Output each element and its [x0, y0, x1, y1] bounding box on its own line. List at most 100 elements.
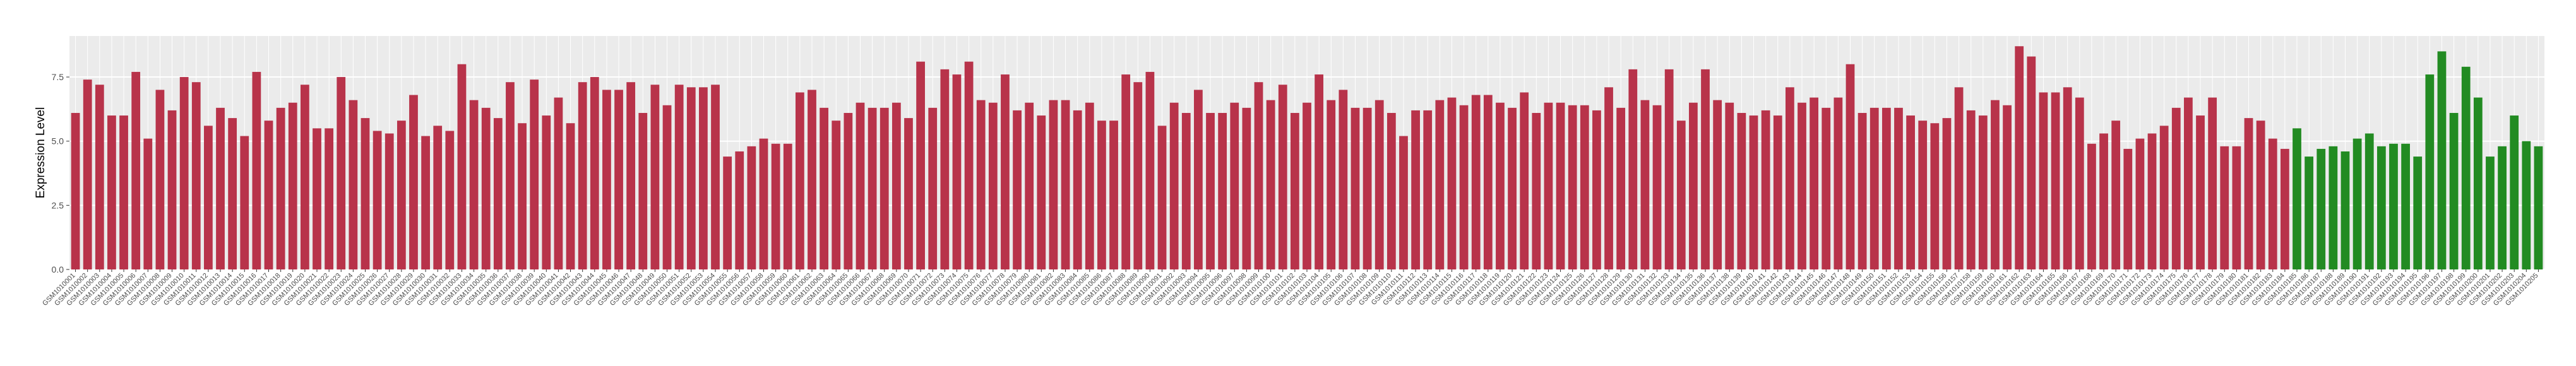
bar: [795, 92, 804, 269]
bar: [964, 61, 974, 270]
bar: [614, 90, 623, 269]
bar: [107, 115, 116, 269]
bar: [143, 138, 153, 269]
bar: [2486, 156, 2495, 269]
bar: [325, 128, 334, 269]
bar: [1749, 115, 1758, 269]
bar: [1181, 112, 1191, 269]
bar: [662, 105, 672, 269]
bar: [2352, 138, 2362, 269]
bar: [252, 71, 261, 269]
bar: [1254, 82, 1263, 269]
bar: [1628, 69, 1638, 269]
bar: [1073, 110, 1082, 269]
bar: [518, 123, 527, 269]
bar: [155, 90, 165, 269]
bar: [1351, 107, 1360, 269]
bar: [1423, 110, 1433, 269]
bar: [1097, 121, 1106, 269]
bar: [686, 87, 696, 270]
bar: [397, 121, 406, 269]
bar: [1471, 95, 1481, 269]
bar: [240, 136, 249, 269]
bar: [638, 112, 648, 269]
bar: [1374, 100, 1384, 269]
bar: [1133, 82, 1143, 269]
bar: [204, 126, 213, 269]
bar: [313, 128, 321, 269]
bar: [1025, 102, 1034, 269]
bar: [1459, 105, 1469, 269]
bar: [2376, 146, 2386, 269]
bar: [1145, 71, 1155, 269]
bar: [457, 64, 467, 269]
bar: [421, 136, 430, 269]
bar: [844, 112, 853, 269]
y-tick-label: 7.5: [52, 72, 64, 82]
bar: [2003, 105, 2012, 269]
bar: [1894, 107, 1903, 269]
bar: [71, 112, 80, 269]
bar: [916, 61, 925, 270]
bar: [1290, 112, 1299, 269]
bar: [2256, 121, 2265, 269]
bar: [771, 143, 780, 269]
bar: [856, 102, 865, 269]
bar: [2196, 115, 2205, 269]
bar: [1640, 100, 1650, 269]
bar: [2111, 121, 2121, 269]
bar: [83, 80, 92, 269]
bar: [2268, 138, 2277, 269]
bar: [469, 100, 479, 269]
bar: [1327, 100, 1336, 269]
bar: [542, 115, 551, 269]
bar: [1339, 90, 1348, 269]
bar: [1568, 105, 1577, 269]
bar: [2449, 112, 2459, 269]
bar: [1157, 126, 1167, 269]
bar: [2232, 146, 2241, 269]
bar: [2305, 156, 2314, 269]
bar: [2220, 146, 2229, 269]
bar: [808, 90, 816, 269]
bar: [554, 97, 563, 270]
bar: [1363, 107, 1372, 269]
bar: [1001, 74, 1010, 269]
bar: [2147, 133, 2157, 269]
bar: [1109, 121, 1118, 269]
bar: [288, 102, 297, 269]
bar: [1315, 74, 1324, 269]
bar: [1785, 87, 1794, 270]
bar: [832, 121, 841, 269]
bar: [976, 100, 986, 269]
bar: [1218, 112, 1227, 269]
bar: [1930, 123, 1940, 269]
bar: [1386, 112, 1396, 269]
bar: [2534, 146, 2543, 269]
bar: [131, 71, 141, 269]
bar: [1580, 105, 1589, 269]
bar: [167, 110, 177, 269]
bar: [1049, 100, 1058, 269]
bar: [1918, 121, 1928, 269]
bar: [385, 133, 394, 269]
bar: [1483, 95, 1493, 269]
bar: [1991, 100, 2000, 269]
bar: [2329, 146, 2338, 269]
bar: [566, 123, 575, 269]
bar: [1592, 110, 1601, 269]
bar: [2039, 92, 2048, 269]
bar: [2389, 143, 2398, 269]
bar: [1556, 102, 1565, 269]
bar: [1242, 107, 1251, 269]
bar: [409, 95, 418, 269]
bar: [1508, 107, 1517, 269]
bar: [868, 107, 877, 269]
bar: [904, 118, 913, 269]
bar: [2498, 146, 2507, 269]
y-tick-label: 2.5: [52, 200, 64, 210]
bar: [2401, 143, 2410, 269]
bar: [626, 82, 636, 269]
bar: [2075, 97, 2084, 270]
bar: [2123, 148, 2133, 269]
